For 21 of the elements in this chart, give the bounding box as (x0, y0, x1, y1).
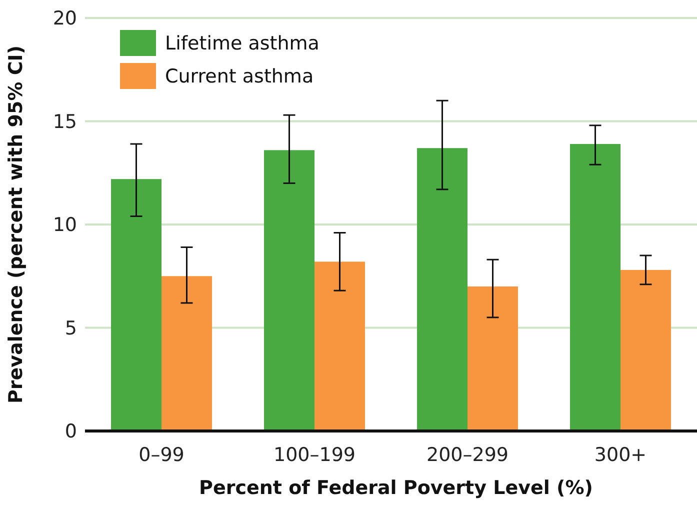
bar (570, 144, 620, 431)
y-tick-label: 5 (64, 317, 77, 340)
x-tick-label: 100–199 (273, 444, 356, 466)
y-tick-label: 10 (52, 214, 77, 236)
bar (111, 179, 162, 431)
bar (264, 150, 314, 431)
x-axis-title: Percent of Federal Poverty Level (%) (199, 477, 593, 499)
bar (468, 286, 518, 431)
legend-label: Lifetime asthma (165, 32, 320, 55)
bar (620, 270, 671, 431)
bar (417, 148, 468, 431)
y-tick-label: 15 (52, 110, 77, 133)
x-tick-label: 0–99 (138, 444, 184, 466)
legend-label: Current asthma (165, 66, 314, 88)
y-tick-label: 20 (52, 8, 77, 30)
x-tick-label: 300+ (594, 444, 647, 466)
bar (314, 262, 365, 431)
y-axis-title: Prevalence (percent with 95% CI) (5, 45, 27, 404)
bar (162, 276, 212, 431)
x-tick-label: 200–299 (426, 444, 509, 466)
y-tick-label: 0 (64, 420, 77, 443)
